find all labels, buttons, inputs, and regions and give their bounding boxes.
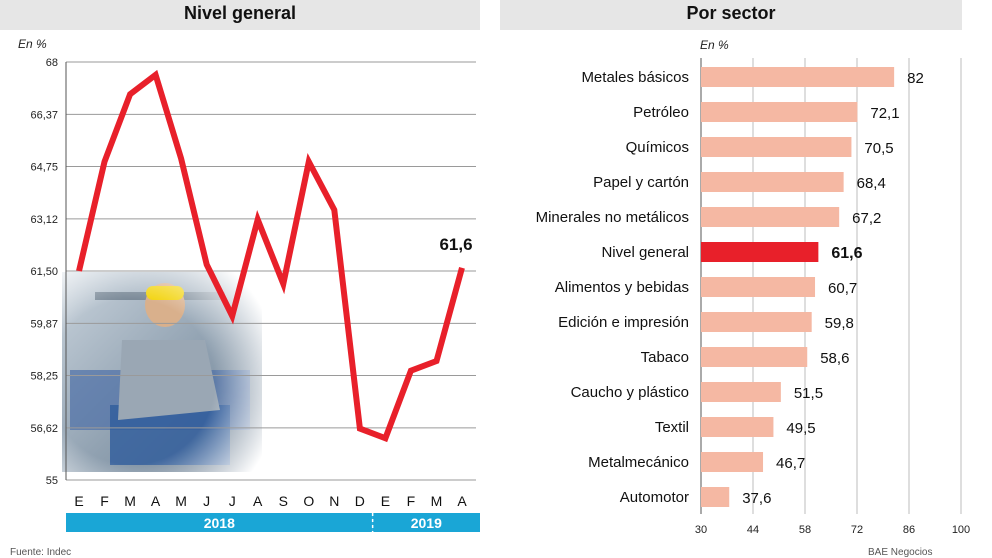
x-tick-label: M bbox=[431, 493, 443, 509]
x-tick-label: E bbox=[381, 493, 390, 509]
y-tick-label: 55 bbox=[46, 475, 58, 487]
bar-value-label: 37,6 bbox=[742, 490, 771, 507]
category-label: Químicos bbox=[626, 139, 689, 156]
year-band-2018 bbox=[66, 513, 373, 532]
x-tick-label: E bbox=[74, 493, 83, 509]
bar bbox=[701, 277, 816, 297]
bar-chart: En % 30 44 58 72 86 100 Metales básicos 82 Petról… bbox=[536, 38, 971, 536]
x-tick-label: 86 bbox=[903, 524, 915, 536]
series-line bbox=[76, 69, 465, 443]
source-note: Fuente: Indec bbox=[10, 547, 72, 558]
y-tick-label: 59,87 bbox=[30, 318, 58, 330]
y-tick-label: 61,50 bbox=[30, 266, 58, 278]
category-label: Petróleo bbox=[633, 104, 689, 121]
x-tick-label: A bbox=[151, 493, 161, 509]
category-label: Textil bbox=[655, 419, 689, 436]
bar bbox=[701, 102, 858, 122]
x-tick-label: S bbox=[279, 493, 288, 509]
line-chart-title: Nivel general bbox=[0, 0, 480, 30]
bar-value-label: 59,8 bbox=[825, 315, 854, 332]
bar bbox=[701, 172, 844, 192]
x-tick-label: D bbox=[355, 493, 365, 509]
x-tick-label: J bbox=[203, 493, 210, 509]
last-value-label: 61,6 bbox=[439, 235, 472, 254]
category-label: Minerales no metálicos bbox=[536, 209, 689, 226]
bar-value-label: 49,5 bbox=[786, 420, 815, 437]
worker-photo bbox=[62, 272, 262, 472]
bar-value-label: 61,6 bbox=[831, 245, 862, 262]
bar-value-label: 58,6 bbox=[820, 350, 849, 367]
bar bbox=[701, 242, 819, 262]
y-tick-label: 68 bbox=[46, 57, 58, 69]
bar bbox=[701, 67, 895, 87]
bar-value-label: 51,5 bbox=[794, 385, 823, 402]
category-label: Metalmecánico bbox=[588, 454, 689, 471]
bar bbox=[701, 207, 840, 227]
y-tick-label: 64,75 bbox=[30, 162, 58, 174]
bar bbox=[701, 487, 730, 507]
year-label: 2018 bbox=[204, 515, 235, 531]
x-tick-label: 100 bbox=[952, 524, 970, 536]
bar bbox=[701, 452, 764, 472]
bar-value-label: 46,7 bbox=[776, 455, 805, 472]
x-tick-label: 58 bbox=[799, 524, 811, 536]
y-tick-label: 63,12 bbox=[30, 214, 58, 226]
y-tick-label: 66,37 bbox=[30, 109, 58, 121]
line-chart-unit-label: En % bbox=[18, 37, 47, 51]
line-chart: En % 68 66,37 64,75 63,12 61,50 59,87 58,25 56,6… bbox=[18, 37, 480, 532]
year-band-2019 bbox=[372, 513, 480, 532]
bar bbox=[701, 137, 852, 157]
bar bbox=[701, 382, 781, 402]
category-label: Nivel general bbox=[601, 244, 689, 261]
category-label: Edición e impresión bbox=[558, 314, 689, 331]
category-label: Automotor bbox=[620, 489, 689, 506]
category-label: Metales básicos bbox=[581, 69, 689, 86]
category-label: Papel y cartón bbox=[593, 174, 689, 191]
y-tick-label: 58,25 bbox=[30, 371, 58, 383]
bar bbox=[701, 417, 774, 437]
x-tick-label: 44 bbox=[747, 524, 759, 536]
x-tick-label: F bbox=[100, 493, 109, 509]
bar-chart-unit-label: En % bbox=[700, 38, 729, 52]
x-tick-label: M bbox=[124, 493, 136, 509]
bar-chart-title: Por sector bbox=[500, 0, 962, 30]
bar-value-label: 67,2 bbox=[852, 210, 881, 227]
year-label: 2019 bbox=[411, 515, 442, 531]
bar bbox=[701, 312, 812, 332]
bar-value-label: 68,4 bbox=[857, 175, 886, 192]
bar-value-label: 82 bbox=[907, 70, 924, 87]
category-label: Caucho y plástico bbox=[571, 384, 689, 401]
bar-value-label: 72,1 bbox=[870, 105, 899, 122]
x-tick-label: 30 bbox=[695, 524, 707, 536]
bar bbox=[701, 347, 808, 367]
bar-value-label: 70,5 bbox=[864, 140, 893, 157]
bar-value-label: 60,7 bbox=[828, 280, 857, 297]
x-tick-label: J bbox=[229, 493, 236, 509]
x-tick-label: N bbox=[329, 493, 339, 509]
publisher-credit: BAE Negocios bbox=[868, 547, 933, 558]
category-label: Tabaco bbox=[641, 349, 689, 366]
x-tick-label: 72 bbox=[851, 524, 863, 536]
x-tick-label: F bbox=[407, 493, 416, 509]
x-tick-label: A bbox=[457, 493, 467, 509]
y-tick-label: 56,62 bbox=[30, 423, 58, 435]
x-tick-label: A bbox=[253, 493, 263, 509]
category-label: Alimentos y bebidas bbox=[555, 279, 689, 296]
x-tick-label: M bbox=[175, 493, 187, 509]
x-tick-label: O bbox=[303, 493, 314, 509]
